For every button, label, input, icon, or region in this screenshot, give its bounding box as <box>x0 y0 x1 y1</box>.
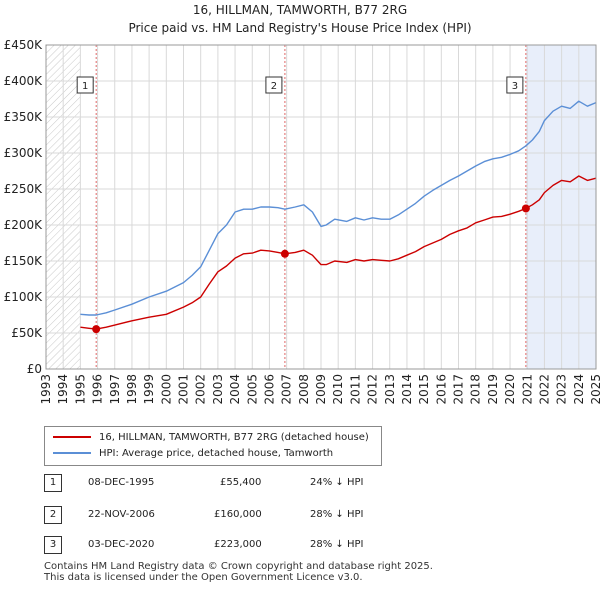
sale-price: £160,000 <box>214 509 262 520</box>
sale-badge: 3 <box>44 536 62 554</box>
y-tick-label: £50K <box>11 326 43 340</box>
sale-marker-label: 2 <box>271 81 277 92</box>
sale-marker-box <box>506 76 524 94</box>
x-tick-label: 2001 <box>177 374 191 405</box>
sale-date: 22-NOV-2006 <box>88 509 155 520</box>
footer-copyright: Contains HM Land Registry data © Crown c… <box>44 561 433 572</box>
y-tick-label: £200K <box>4 218 44 232</box>
x-tick-label: 2021 <box>520 374 534 405</box>
sale-row-1: 1 08-DEC-1995 £55,400 24% ↓ HPI <box>44 473 444 493</box>
sale-badge: 1 <box>44 474 62 492</box>
sale-row-3: 3 03-DEC-2020 £223,000 28% ↓ HPI <box>44 535 444 555</box>
plot-frame <box>45 44 597 370</box>
x-tick-label: 2005 <box>245 374 259 405</box>
sale-marker-box <box>76 76 94 94</box>
price-chart: 1 2 3 £0 £50K £100K £150K £200K £250K £300K £350K £… <box>4 38 600 405</box>
y-tick-label: £300K <box>4 146 44 160</box>
y-tick-label: £400K <box>4 74 44 88</box>
x-tick-label: 2014 <box>400 374 414 405</box>
legend-item-price-paid: 16, HILLMAN, TAMWORTH, B77 2RG (detached… <box>53 431 369 445</box>
x-tick-label: 2009 <box>314 374 328 405</box>
x-tick-label: 2004 <box>228 374 242 405</box>
series-line-hpi <box>80 100 597 316</box>
footer-licence: This data is licensed under the Open Gov… <box>44 572 363 583</box>
x-tick-label: 1993 <box>39 374 53 405</box>
sale-badge: 2 <box>44 506 62 524</box>
chart-legend: 16, HILLMAN, TAMWORTH, B77 2RG (detached… <box>44 426 382 466</box>
sale-hpi-diff: 24% ↓ HPI <box>310 477 364 488</box>
x-tick-label: 2007 <box>280 374 294 405</box>
x-tick-label: 2012 <box>366 374 380 405</box>
y-tick-label: £150K <box>4 254 44 268</box>
x-tick-label: 1997 <box>108 374 122 405</box>
sale-hpi-diff: 28% ↓ HPI <box>310 539 364 550</box>
x-tick-label: 2003 <box>211 374 225 405</box>
chart-subtitle: Price paid vs. HM Land Registry's House … <box>128 21 472 35</box>
x-tick-label: 2006 <box>262 374 276 405</box>
sale-row-2: 2 22-NOV-2006 £160,000 28% ↓ HPI <box>44 505 444 525</box>
x-tick-label: 1995 <box>73 374 87 405</box>
x-tick-label: 2018 <box>469 374 483 405</box>
y-tick-label: £450K <box>4 38 44 52</box>
x-tick-label: 1999 <box>142 374 156 405</box>
legend-swatch-red <box>53 436 91 438</box>
x-tick-label: 2020 <box>503 374 517 405</box>
x-tick-label: 2017 <box>452 374 466 405</box>
x-tick-label: 2000 <box>159 374 173 405</box>
sale-price: £223,000 <box>214 539 262 550</box>
x-tick-label: 2011 <box>348 374 362 405</box>
x-tick-label: 2023 <box>555 374 569 405</box>
legend-swatch-blue <box>53 452 91 454</box>
x-tick-label: 1994 <box>56 374 70 405</box>
y-tick-label: £0 <box>27 362 42 376</box>
chart-title: 16, HILLMAN, TAMWORTH, B77 2RG <box>192 3 408 17</box>
y-tick-label: £100K <box>4 290 44 304</box>
sale-marker-box <box>265 76 283 94</box>
sale-point <box>521 204 530 213</box>
x-tick-label: 1998 <box>125 374 139 405</box>
legend-label-price-paid: 16, HILLMAN, TAMWORTH, B77 2RG (detached… <box>99 432 369 443</box>
sale-date: 08-DEC-1995 <box>88 477 155 488</box>
sale-price: £55,400 <box>220 477 262 488</box>
y-tick-label: £250K <box>4 182 44 196</box>
highlight-region <box>525 45 596 369</box>
legend-item-hpi: HPI: Average price, detached house, Tamw… <box>53 447 333 461</box>
x-tick-label: 2008 <box>297 374 311 405</box>
x-tick-label: 2016 <box>434 374 448 405</box>
x-tick-label: 2024 <box>572 374 586 405</box>
x-tick-label: 2022 <box>537 374 551 405</box>
sale-marker-label: 3 <box>512 81 518 92</box>
y-tick-label: £350K <box>4 110 44 124</box>
x-tick-label: 2015 <box>417 374 431 405</box>
sale-point <box>280 249 289 258</box>
x-tick-label: 2013 <box>383 374 397 405</box>
legend-label-hpi: HPI: Average price, detached house, Tamw… <box>99 448 334 459</box>
x-tick-label: 1996 <box>91 374 105 405</box>
x-tick-label: 2025 <box>589 374 600 405</box>
x-tick-label: 2019 <box>486 374 500 405</box>
sale-date: 03-DEC-2020 <box>88 539 155 550</box>
x-tick-label: 2002 <box>194 374 208 405</box>
x-tick-label: 2010 <box>331 374 345 405</box>
footer-notice: Contains HM Land Registry data © Crown c… <box>44 561 433 583</box>
sale-marker-label: 1 <box>82 81 88 92</box>
sale-point <box>92 325 101 334</box>
sale-hpi-diff: 28% ↓ HPI <box>310 509 364 520</box>
